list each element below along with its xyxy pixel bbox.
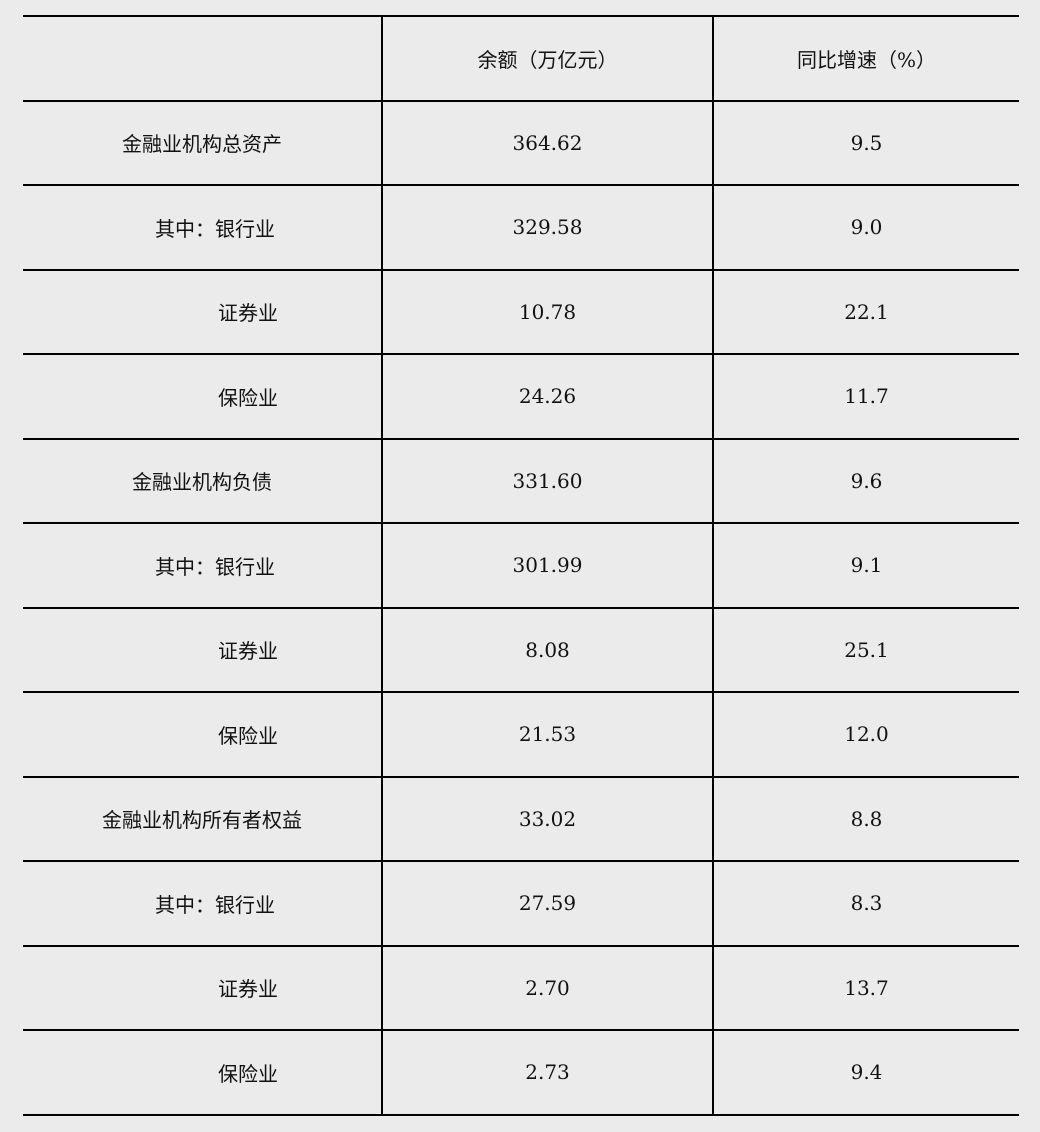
growth-cell: 8.8 bbox=[712, 775, 1019, 862]
row-label: 其中：银行业 bbox=[23, 184, 382, 271]
balance-cell: 24.26 bbox=[381, 353, 713, 440]
row-label: 保险业 bbox=[23, 353, 382, 440]
growth-cell: 25.1 bbox=[712, 606, 1019, 693]
header-growth: 同比增速（%） bbox=[712, 15, 1019, 102]
growth-cell: 9.4 bbox=[712, 1029, 1019, 1116]
growth-cell: 9.0 bbox=[712, 184, 1019, 271]
table-row: 金融业机构所有者权益 33.02 8.8 bbox=[23, 775, 1019, 862]
row-label: 保险业 bbox=[23, 691, 382, 778]
table-row: 证券业 10.78 22.1 bbox=[23, 268, 1019, 355]
row-label: 金融业机构总资产 bbox=[23, 99, 382, 186]
row-label: 证券业 bbox=[23, 606, 382, 693]
table-row: 其中：银行业 27.59 8.3 bbox=[23, 860, 1019, 947]
balance-cell: 21.53 bbox=[381, 691, 713, 778]
growth-cell: 9.6 bbox=[712, 437, 1019, 524]
balance-cell: 364.62 bbox=[381, 99, 713, 186]
table-row: 其中：银行业 301.99 9.1 bbox=[23, 522, 1019, 609]
row-label: 金融业机构负债 bbox=[23, 437, 382, 524]
table-row: 金融业机构负债 331.60 9.6 bbox=[23, 437, 1019, 524]
growth-cell: 8.3 bbox=[712, 860, 1019, 947]
balance-cell: 27.59 bbox=[381, 860, 713, 947]
balance-cell: 10.78 bbox=[381, 268, 713, 355]
balance-cell: 8.08 bbox=[381, 606, 713, 693]
table-row: 证券业 8.08 25.1 bbox=[23, 606, 1019, 693]
growth-cell: 12.0 bbox=[712, 691, 1019, 778]
balance-cell: 331.60 bbox=[381, 437, 713, 524]
row-label: 证券业 bbox=[23, 268, 382, 355]
financial-institutions-table: 余额（万亿元） 同比增速（%） 金融业机构总资产 364.62 9.5 其中：银行业 3… bbox=[23, 15, 1019, 1116]
table-row: 保险业 24.26 11.7 bbox=[23, 353, 1019, 440]
balance-cell: 2.70 bbox=[381, 944, 713, 1031]
growth-cell: 9.5 bbox=[712, 99, 1019, 186]
table-row: 证券业 2.70 13.7 bbox=[23, 944, 1019, 1031]
balance-cell: 2.73 bbox=[381, 1029, 713, 1116]
header-row: 余额（万亿元） 同比增速（%） bbox=[23, 15, 1019, 102]
balance-cell: 301.99 bbox=[381, 522, 713, 609]
row-label: 金融业机构所有者权益 bbox=[23, 775, 382, 862]
table-row: 金融业机构总资产 364.62 9.5 bbox=[23, 99, 1019, 186]
row-label: 证券业 bbox=[23, 944, 382, 1031]
row-label: 其中：银行业 bbox=[23, 860, 382, 947]
growth-cell: 9.1 bbox=[712, 522, 1019, 609]
row-label: 保险业 bbox=[23, 1029, 382, 1116]
table-row: 其中：银行业 329.58 9.0 bbox=[23, 184, 1019, 271]
balance-cell: 329.58 bbox=[381, 184, 713, 271]
growth-cell: 13.7 bbox=[712, 944, 1019, 1031]
header-balance: 余额（万亿元） bbox=[381, 15, 713, 102]
table-row: 保险业 2.73 9.4 bbox=[23, 1029, 1019, 1116]
growth-cell: 11.7 bbox=[712, 353, 1019, 440]
balance-cell: 33.02 bbox=[381, 775, 713, 862]
header-label bbox=[23, 15, 382, 102]
growth-cell: 22.1 bbox=[712, 268, 1019, 355]
row-label: 其中：银行业 bbox=[23, 522, 382, 609]
table-row: 保险业 21.53 12.0 bbox=[23, 691, 1019, 778]
